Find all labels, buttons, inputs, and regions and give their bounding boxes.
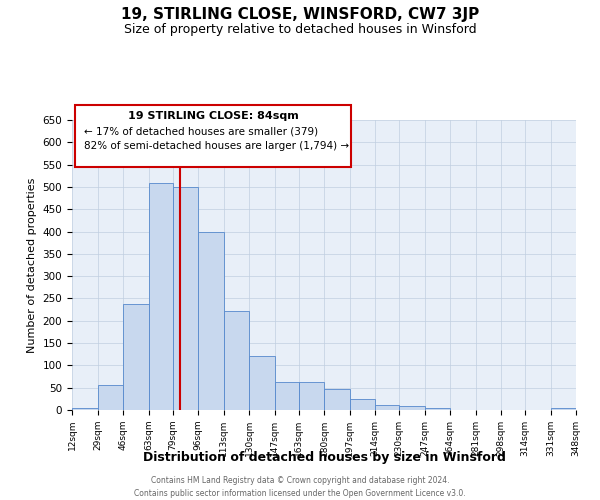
Bar	[375, 404, 399, 410]
Text: Distribution of detached houses by size in Winsford: Distribution of detached houses by size …	[143, 451, 505, 464]
Bar	[123, 304, 149, 410]
Bar	[97, 384, 123, 410]
Text: 82% of semi-detached houses are larger (1,794) →: 82% of semi-detached houses are larger (…	[84, 141, 349, 151]
Text: Size of property relative to detached houses in Winsford: Size of property relative to detached ho…	[124, 22, 476, 36]
Bar	[275, 382, 299, 410]
Bar	[551, 408, 576, 410]
Text: 19 STIRLING CLOSE: 84sqm: 19 STIRLING CLOSE: 84sqm	[128, 111, 298, 121]
Bar	[198, 232, 223, 410]
Bar	[299, 382, 324, 410]
Bar	[249, 356, 275, 410]
Bar	[324, 390, 349, 410]
Bar	[399, 406, 425, 410]
Bar	[223, 311, 249, 410]
Bar	[173, 187, 198, 410]
Bar	[149, 184, 173, 410]
Bar	[349, 399, 375, 410]
Text: ← 17% of detached houses are smaller (379): ← 17% of detached houses are smaller (37…	[84, 126, 318, 136]
Y-axis label: Number of detached properties: Number of detached properties	[27, 178, 37, 352]
Bar	[72, 408, 97, 410]
Bar	[425, 408, 450, 410]
Text: 19, STIRLING CLOSE, WINSFORD, CW7 3JP: 19, STIRLING CLOSE, WINSFORD, CW7 3JP	[121, 8, 479, 22]
Text: Contains HM Land Registry data © Crown copyright and database right 2024.
Contai: Contains HM Land Registry data © Crown c…	[134, 476, 466, 498]
